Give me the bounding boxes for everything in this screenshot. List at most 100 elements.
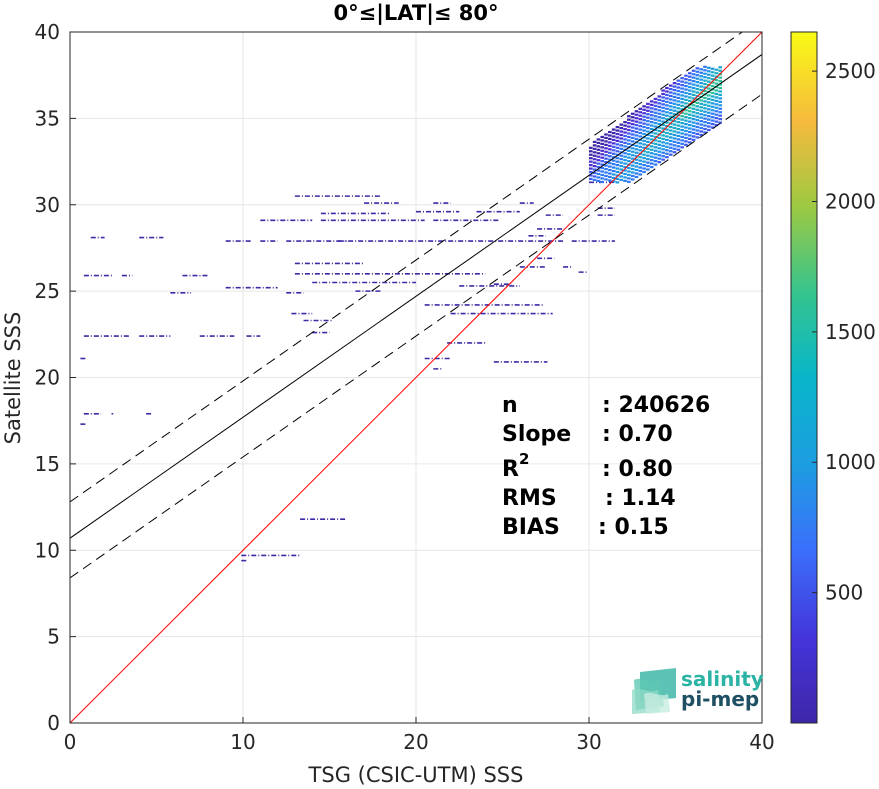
density-cell [680, 83, 684, 87]
density-cell [638, 114, 643, 117]
density-cell [672, 133, 677, 137]
density-cell [630, 150, 635, 153]
density-cell [668, 94, 673, 98]
density-cell [638, 162, 643, 166]
density-cell [691, 73, 696, 76]
density-cell [695, 112, 700, 115]
density-cell [646, 137, 650, 140]
density-cell [695, 122, 700, 125]
density-cell [699, 116, 703, 119]
density-cell [634, 158, 639, 161]
density-cell [653, 156, 658, 159]
density-cell [615, 181, 620, 184]
density-cell [714, 75, 719, 78]
density-cell [661, 110, 665, 113]
density-cell [676, 138, 681, 141]
density-cell [638, 135, 643, 138]
density-cell [703, 127, 707, 131]
density-cell [676, 103, 681, 106]
density-cell [608, 130, 612, 134]
density-cell [695, 108, 700, 111]
density-cell [665, 104, 669, 107]
density-cell [657, 154, 662, 157]
density-cell [718, 107, 723, 110]
x-axis-ticks: 0 10 20 30 40 [64, 717, 775, 754]
stat-r2-value: : 0.80 [602, 457, 673, 482]
density-cell [691, 69, 696, 72]
density-cell [668, 105, 673, 108]
density-cell [684, 122, 688, 126]
density-cell [623, 169, 627, 172]
density-cell [718, 76, 723, 79]
density-cell [604, 178, 608, 181]
density-cell [619, 175, 624, 178]
density-cell [630, 157, 635, 160]
density-cell [649, 127, 654, 131]
density-cell [687, 134, 692, 137]
density-cell [695, 125, 700, 129]
density-cell [657, 147, 662, 150]
density-cell [646, 113, 650, 116]
density-cell [684, 81, 688, 84]
density-cell [646, 130, 650, 133]
density-cell [710, 126, 715, 129]
density-cell [703, 82, 707, 86]
density-cell [619, 147, 624, 150]
density-cell [718, 111, 723, 114]
density-cell [627, 173, 631, 177]
density-cell [642, 129, 646, 132]
density-cell [710, 67, 715, 70]
density-cell [634, 127, 639, 130]
density-cell [592, 171, 597, 175]
density-cell [672, 95, 677, 99]
stat-slope-value: : 0.70 [602, 422, 673, 447]
density-cell [680, 132, 684, 135]
density-cell [653, 149, 658, 152]
density-cell [703, 89, 707, 93]
density-cell [608, 175, 612, 179]
density-cell [634, 113, 639, 116]
density-cell [627, 156, 631, 159]
density-cell [703, 86, 707, 89]
density-cell [680, 142, 684, 145]
density-cell [642, 143, 646, 146]
density-cell [630, 129, 635, 133]
density-cell [653, 104, 658, 107]
density-cell [672, 113, 677, 116]
density-cell [718, 104, 723, 107]
density-cell [653, 163, 658, 166]
density-cell [684, 84, 688, 88]
density-cell [642, 139, 646, 142]
density-cell [646, 126, 650, 130]
density-cell [604, 174, 608, 178]
density-cell [680, 77, 684, 80]
density-cell [665, 128, 669, 131]
density-cell [676, 96, 681, 100]
density-cell [668, 87, 673, 91]
density-cell [706, 115, 711, 118]
density-cell [615, 125, 620, 129]
density-cell [634, 130, 639, 134]
density-cell [687, 141, 692, 144]
density-cell [611, 156, 616, 159]
density-cell [672, 144, 677, 147]
density-cell [699, 113, 703, 116]
density-cell [695, 91, 700, 94]
density-cell [638, 124, 643, 128]
density-cell [596, 179, 601, 183]
density-cell [638, 118, 643, 121]
density-cell [699, 133, 703, 137]
density-cell [653, 118, 658, 121]
density-cell [604, 171, 608, 174]
density-cell [604, 161, 608, 164]
density-cell [653, 139, 658, 142]
density-cell [596, 172, 601, 176]
density-cell [699, 109, 703, 112]
density-cell [714, 89, 719, 92]
density-cell [642, 115, 646, 118]
density-cell [676, 131, 681, 134]
regression-line [70, 93, 762, 579]
density-cell [619, 140, 624, 143]
density-cell [630, 171, 635, 174]
density-cell [604, 157, 608, 160]
